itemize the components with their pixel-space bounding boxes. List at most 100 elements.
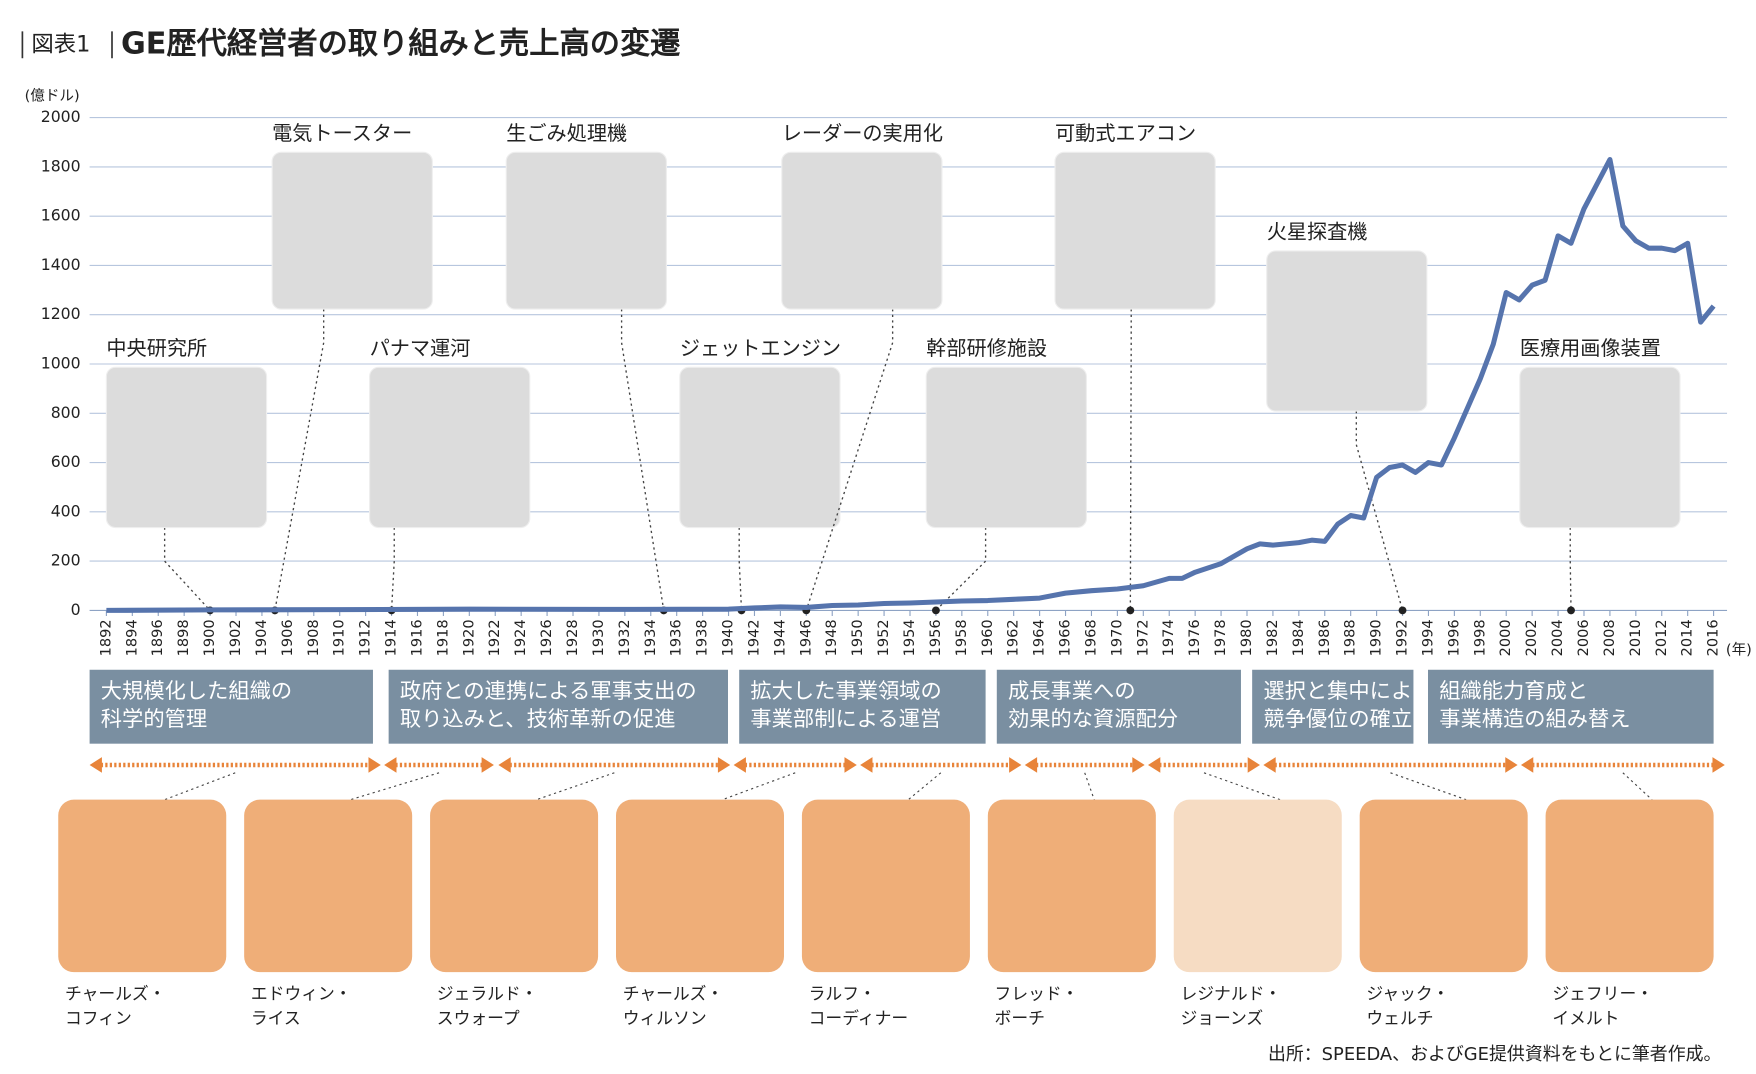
x-tick-label: 2000 <box>1497 619 1514 656</box>
leader-connector <box>1622 772 1653 801</box>
annotation-image <box>505 151 667 310</box>
x-tick-label: 1934 <box>642 619 659 656</box>
annotation-label: 火星探査機 <box>1267 219 1368 243</box>
leader-connector <box>164 772 236 801</box>
x-tick-label: 1906 <box>279 619 296 656</box>
x-tick-label: 1942 <box>745 619 762 656</box>
era-box <box>739 669 986 744</box>
x-tick-label: 1968 <box>1082 619 1099 656</box>
leader-photo <box>58 799 227 973</box>
era-text: 事業構造の組み替え <box>1439 707 1630 732</box>
leader-name: ジャック・ <box>1366 984 1449 1004</box>
source: 出所：SPEEDA、およびGE提供資料をもとに筆者作成。 <box>1268 1044 1721 1065</box>
annotation-image <box>105 366 268 529</box>
leader-line <box>163 527 211 611</box>
x-tick-label: 1904 <box>253 619 270 656</box>
leader-photo <box>616 799 784 973</box>
annotation-image <box>679 366 841 529</box>
x-tick-label: 2012 <box>1653 619 1670 656</box>
arrow-head <box>1148 757 1260 773</box>
annotation-image <box>1054 151 1216 310</box>
leader-photo <box>801 799 970 973</box>
leader-name: ウェルチ <box>1366 1008 1433 1028</box>
era-text: 競争優位の確立 <box>1263 707 1412 732</box>
annotation-label: 可動式エアコン <box>1055 121 1196 145</box>
annotation-label: 医療用画像装置 <box>1520 336 1661 360</box>
annotation-image <box>1266 250 1428 412</box>
leader-connector <box>907 772 942 801</box>
leader-connector <box>536 772 615 801</box>
x-tick-label: 1982 <box>1264 619 1281 656</box>
leader-connector <box>1084 772 1095 800</box>
x-tick-label: 1944 <box>771 619 788 656</box>
y-tick-label: 1200 <box>41 304 81 323</box>
leader-photo <box>244 799 413 973</box>
x-tick-label: 1996 <box>1445 619 1462 656</box>
x-tick-label: 1998 <box>1471 619 1488 656</box>
x-tick-label: 1928 <box>564 619 581 656</box>
leader-name: エドウィン・ <box>251 984 352 1004</box>
leader-connector <box>350 772 440 801</box>
leader-name: コーディナー <box>809 1008 909 1028</box>
arrow-head <box>733 757 857 773</box>
annotation-label: 生ごみ処理機 <box>506 121 627 145</box>
x-tick-label: 1956 <box>927 619 944 656</box>
x-tick-label: 1972 <box>1134 619 1151 656</box>
x-tick-label: 2010 <box>1627 619 1644 656</box>
x-tick-label: 1970 <box>1108 619 1125 656</box>
x-tick-label: 1952 <box>875 619 892 656</box>
x-tick-label: 1900 <box>201 619 218 656</box>
x-tick-label: 1938 <box>694 619 711 656</box>
leader-name: ジョーンズ <box>1180 1008 1263 1028</box>
x-tick-label: 1966 <box>1057 619 1074 656</box>
x-tick-label: 1988 <box>1342 619 1359 656</box>
x-tick-label: 1918 <box>434 619 451 656</box>
x-tick-label: 1912 <box>357 619 374 656</box>
leader-line <box>1355 411 1404 611</box>
annotation-image <box>925 366 1087 529</box>
leader-name: コフィン <box>65 1008 132 1028</box>
x-tick-label: 1958 <box>953 619 970 656</box>
x-tick-label: 1948 <box>823 619 840 656</box>
y-tick-label: 1000 <box>41 354 81 373</box>
x-tick-label: 1922 <box>486 619 503 656</box>
leader-name: ボーチ <box>995 1008 1045 1028</box>
x-tick-label: 1992 <box>1394 619 1411 656</box>
leader-line <box>935 527 987 611</box>
arrow-head <box>384 757 494 773</box>
leader-line <box>738 527 743 611</box>
x-tick-label: 1962 <box>1005 619 1022 656</box>
era-box <box>1252 669 1414 744</box>
leader-line <box>274 309 325 611</box>
x-tick-label: 1964 <box>1031 619 1048 656</box>
era-text: 選択と集中による <box>1263 679 1433 704</box>
x-tick-label: 2006 <box>1575 619 1592 656</box>
x-tick-label: 2016 <box>1705 619 1722 656</box>
leader-photo <box>1545 799 1714 973</box>
leader-name: チャールズ・ <box>623 984 724 1004</box>
annotation-dot <box>1398 606 1407 615</box>
era-text: 政府との連携による軍事支出の <box>400 679 697 704</box>
y-unit: (億ドル) <box>25 87 80 104</box>
leader-name: スウォープ <box>437 1008 520 1028</box>
leader-name: ジェラルド・ <box>437 984 538 1004</box>
y-tick-label: 1400 <box>41 255 81 274</box>
x-tick-label: 1976 <box>1186 619 1203 656</box>
x-tick-label: 1910 <box>331 619 348 656</box>
x-tick-label: 1914 <box>383 619 400 656</box>
annotation-dot <box>1126 606 1135 615</box>
annotation-image <box>781 151 943 310</box>
leader-connector <box>1203 772 1281 801</box>
figure-body: 図表1 GE歴代経営者の取り組みと売上高の変遷 (億ドル) (年) 出所：SPE… <box>21 25 1752 1065</box>
era-text: 取り込みと、技術革新の促進 <box>400 707 676 732</box>
leader-line <box>1129 309 1132 611</box>
x-unit: (年) <box>1726 642 1752 659</box>
x-tick-label: 1940 <box>720 619 737 656</box>
x-tick-label: 1980 <box>1238 619 1255 656</box>
leader-name: ウィルソン <box>623 1008 707 1028</box>
figure-label: 図表1 <box>31 31 90 57</box>
x-tick-label: 1896 <box>149 619 166 656</box>
x-tick-label: 1990 <box>1368 619 1385 656</box>
y-tick-label: 400 <box>51 501 81 520</box>
